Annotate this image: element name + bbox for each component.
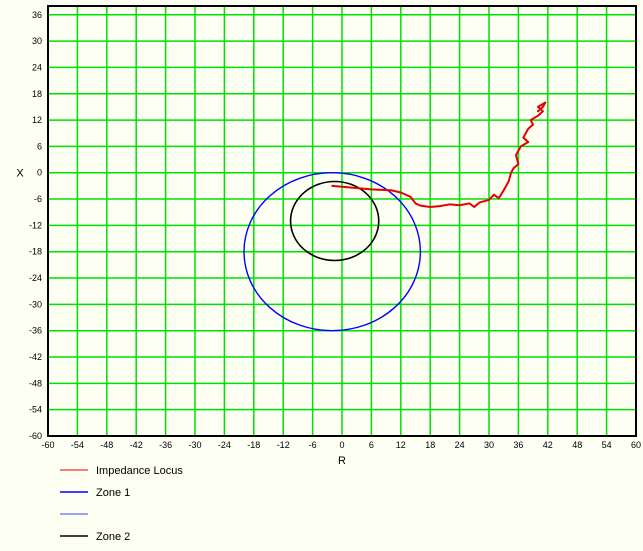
x-tick-label: 18: [425, 440, 435, 450]
x-tick-label: -6: [309, 440, 317, 450]
y-tick-label: -18: [29, 247, 42, 257]
impedance-plot: { "plot": { "type": "scatter-with-shapes…: [0, 0, 643, 551]
y-tick-label: -30: [29, 299, 42, 309]
y-tick-label: 30: [32, 36, 42, 46]
x-tick-label: 6: [369, 440, 374, 450]
y-tick-label: 6: [37, 141, 42, 151]
y-tick-label: -60: [29, 431, 42, 441]
legend-label: Zone 2: [96, 531, 130, 543]
x-tick-label: 54: [602, 440, 612, 450]
y-tick-label: -36: [29, 326, 42, 336]
legend-label: Zone 1: [96, 487, 130, 499]
y-axis-label: X: [16, 168, 24, 180]
x-tick-label: 36: [513, 440, 523, 450]
x-tick-label: -18: [247, 440, 260, 450]
x-tick-label: -48: [100, 440, 113, 450]
x-tick-label: -54: [71, 440, 84, 450]
x-tick-label: 30: [484, 440, 494, 450]
x-tick-label: -12: [277, 440, 290, 450]
x-tick-label: 42: [543, 440, 553, 450]
y-tick-label: -12: [29, 220, 42, 230]
y-tick-label: -6: [34, 194, 42, 204]
x-tick-label: -36: [159, 440, 172, 450]
y-tick-label: -54: [29, 405, 42, 415]
y-tick-label: -42: [29, 352, 42, 362]
y-tick-label: -48: [29, 378, 42, 388]
x-tick-label: -24: [218, 440, 231, 450]
y-tick-label: -24: [29, 273, 42, 283]
y-tick-label: 0: [37, 168, 42, 178]
y-tick-label: 36: [32, 10, 42, 20]
x-tick-label: -60: [41, 440, 54, 450]
y-tick-label: 18: [32, 89, 42, 99]
legend-label: Impedance Locus: [96, 465, 183, 477]
x-tick-label: 24: [455, 440, 465, 450]
x-axis-label: R: [338, 455, 346, 467]
x-tick-label: 0: [339, 440, 344, 450]
y-tick-label: 24: [32, 62, 42, 72]
y-tick-label: 12: [32, 115, 42, 125]
x-tick-label: 48: [572, 440, 582, 450]
x-tick-label: -30: [188, 440, 201, 450]
x-tick-label: 12: [396, 440, 406, 450]
x-tick-label: 60: [631, 440, 641, 450]
x-tick-label: -42: [130, 440, 143, 450]
plot-svg: -60-54-48-42-36-30-24-18-12-606121824303…: [0, 0, 643, 551]
